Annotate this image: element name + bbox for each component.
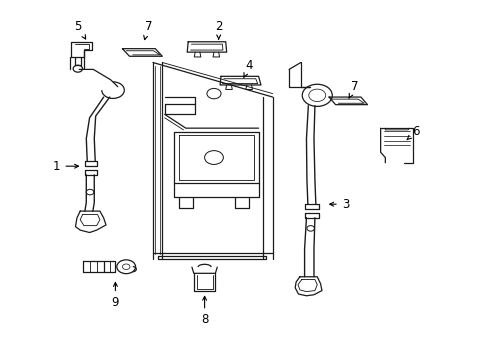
Text: 7: 7 bbox=[348, 80, 358, 99]
Text: 1: 1 bbox=[53, 160, 79, 173]
Text: 7: 7 bbox=[143, 20, 152, 40]
Text: 2: 2 bbox=[215, 20, 222, 39]
Text: 3: 3 bbox=[329, 198, 348, 211]
Text: 6: 6 bbox=[406, 125, 419, 140]
Text: 8: 8 bbox=[201, 296, 208, 327]
Text: 9: 9 bbox=[111, 283, 119, 309]
Text: 4: 4 bbox=[243, 59, 252, 78]
Text: 5: 5 bbox=[74, 20, 85, 39]
